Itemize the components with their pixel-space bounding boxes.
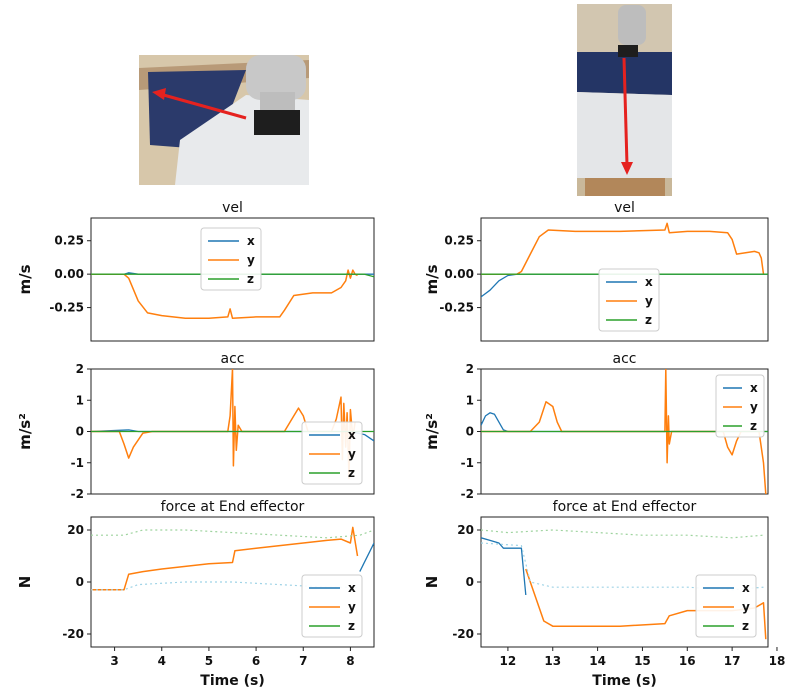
chart-left-vel: vel m/s 0.25 0.00 -0.25 xyz [16, 200, 375, 342]
right-robot-photo [577, 4, 672, 196]
legend-label-x: x [247, 234, 255, 248]
plot-frame [480, 217, 769, 342]
x-tick-label: 16 [679, 654, 696, 668]
y-tick-label: 0 [466, 575, 474, 589]
legend: xyz [301, 574, 363, 638]
legend-label-y: y [742, 600, 750, 614]
x-tick-label: 17 [724, 654, 741, 668]
chart-left-force: force at End effector N 20 0 -20 3 4 5 6 7 8 Time (… [16, 499, 375, 689]
chart-title: vel [614, 200, 635, 216]
legend-label-y: y [348, 600, 356, 614]
legend-label-x: x [742, 581, 750, 595]
y-axis-label: m/s² [16, 413, 34, 450]
y-axis-label: N [16, 576, 34, 589]
y-tick-label: 0.25 [54, 234, 84, 248]
legend: xyz [301, 421, 363, 485]
legend-label-y: y [247, 253, 255, 267]
legend-label-z: z [750, 419, 757, 433]
legend-label-z: z [348, 619, 355, 633]
y-tick-label: 20 [457, 523, 474, 537]
legend-label-z: z [742, 619, 749, 633]
x-tick-label: 14 [589, 654, 606, 668]
y-tick-label: -0.25 [439, 301, 474, 315]
legend-label-x: x [645, 275, 653, 289]
series-line-z-dotted [91, 529, 374, 539]
series-line-y [91, 526, 359, 591]
y-tick-label: 0.00 [444, 267, 474, 281]
legend-label-x: x [348, 581, 356, 595]
y-tick-label: -2 [71, 487, 84, 501]
left-robot-photo [139, 55, 309, 185]
y-axis-label: N [423, 576, 441, 589]
x-tick-label: 8 [346, 654, 354, 668]
y-axis-label: m/s [16, 264, 34, 294]
chart-title: acc [221, 351, 245, 367]
x-tick-label: 13 [544, 654, 561, 668]
series-line-y [91, 269, 358, 320]
x-axis-label: Time (s) [200, 673, 264, 689]
x-axis-label: Time (s) [592, 673, 656, 689]
y-tick-label: 1 [466, 393, 474, 407]
series-line-z-dotted [481, 529, 764, 539]
x-tick-label: 15 [634, 654, 651, 668]
legend-label-z: z [247, 272, 254, 286]
legend-label-x: x [348, 428, 356, 442]
y-tick-label: 1 [76, 393, 84, 407]
legend-label-y: y [645, 294, 653, 308]
series-line-y-dotted [91, 581, 360, 591]
series-line-x [359, 542, 374, 572]
x-tick-label: 3 [110, 654, 118, 668]
y-tick-label: 2 [466, 362, 474, 376]
legend-label-y: y [750, 400, 758, 414]
chart-title: force at End effector [553, 499, 697, 515]
y-tick-label: -2 [461, 487, 474, 501]
y-axis-label: m/s² [423, 413, 441, 450]
y-tick-label: -1 [461, 456, 474, 470]
y-tick-label: 0.25 [444, 234, 474, 248]
x-tick-label: 4 [158, 654, 166, 668]
y-tick-label: 0 [76, 575, 84, 589]
y-tick-label: -0.25 [49, 301, 84, 315]
y-tick-label: -1 [71, 456, 84, 470]
y-tick-label: -20 [62, 627, 84, 641]
legend-label-y: y [348, 447, 356, 461]
chart-right-acc: acc m/s² 2 1 0 -1 -2 xyz [423, 351, 769, 501]
x-tick-label: 7 [299, 654, 307, 668]
y-tick-label: 2 [76, 362, 84, 376]
y-tick-label: 0.00 [54, 267, 84, 281]
chart-right-vel: vel m/s 0.25 0.00 -0.25 xyz [423, 200, 769, 342]
series-line-x [481, 537, 527, 596]
chart-title: acc [613, 351, 637, 367]
y-tick-label: -20 [452, 627, 474, 641]
legend: xyz [598, 268, 660, 332]
x-tick-label: 6 [252, 654, 260, 668]
y-tick-label: 0 [76, 425, 84, 439]
series-line-y [481, 222, 765, 275]
chart-title: vel [222, 200, 243, 216]
chart-right-force: force at End effector N 20 0 -20 12 13 14 15 16 17… [423, 499, 785, 689]
legend-label-x: x [750, 381, 758, 395]
y-tick-label: 0 [466, 425, 474, 439]
y-tick-label: 20 [67, 523, 84, 537]
legend-label-z: z [645, 313, 652, 327]
chart-title: force at End effector [161, 499, 305, 515]
legend: xyz [715, 374, 765, 438]
series-line-z [91, 273, 374, 278]
legend: xyz [200, 227, 262, 291]
y-axis-label: m/s [423, 264, 441, 294]
plot-frame [90, 217, 375, 342]
legend: xyz [695, 574, 757, 638]
x-tick-label: 18 [769, 654, 786, 668]
x-tick-label: 5 [205, 654, 213, 668]
legend-label-z: z [348, 466, 355, 480]
x-tick-label: 12 [500, 654, 517, 668]
chart-left-acc: acc m/s² 2 1 0 -1 -2 xyz [16, 351, 375, 501]
